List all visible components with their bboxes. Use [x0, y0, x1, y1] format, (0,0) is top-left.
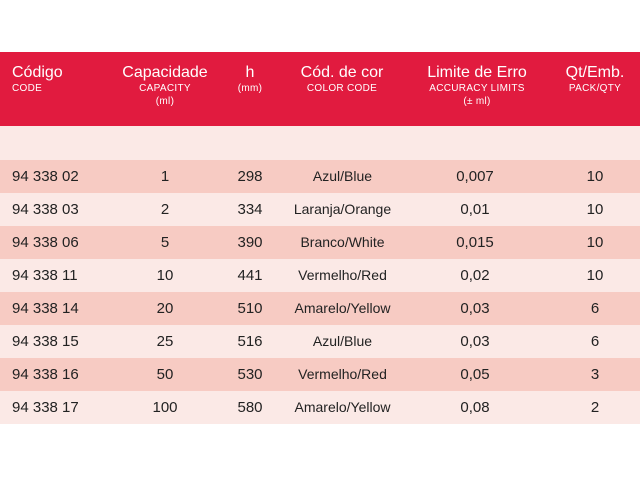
cell-color: Laranja/Orange	[293, 201, 392, 217]
cell-capacity: 2	[160, 201, 170, 218]
cell-code: 94 338 14	[12, 300, 79, 317]
cell-qty: 2	[590, 399, 600, 416]
table-row: 94 338 11 10 441 Vermelho/Red 0,02 10	[0, 259, 640, 292]
cell-color: Azul/Blue	[312, 333, 373, 349]
cell-h: 298	[237, 168, 263, 185]
header-color-sublabel: COLOR CODE	[306, 83, 378, 94]
cell-h: 441	[237, 267, 263, 284]
header-qty: Qt/Emb. PACK/QTY	[553, 64, 637, 95]
header-code-label: Código	[12, 64, 63, 81]
header-code: Código CODE	[12, 64, 112, 95]
cell-code: 94 338 15	[12, 333, 79, 350]
table-header: Código CODE Capacidade CAPACITY (ml) h (…	[0, 52, 640, 126]
cell-color: Vermelho/Red	[298, 366, 387, 382]
header-qty-label: Qt/Emb.	[565, 64, 625, 81]
cell-code: 94 338 02	[12, 168, 79, 185]
header-color: Cód. de cor COLOR CODE	[287, 64, 397, 95]
cell-h: 530	[237, 366, 263, 383]
cell-qty: 10	[586, 201, 604, 218]
cell-qty: 6	[590, 333, 600, 350]
header-spacer-row	[0, 126, 640, 160]
table-row: 94 338 03 2 334 Laranja/Orange 0,01 10	[0, 193, 640, 226]
cell-accuracy: 0,03	[460, 300, 490, 317]
cell-capacity: 100	[152, 399, 178, 416]
cell-capacity: 20	[156, 300, 174, 317]
header-capacity: Capacidade CAPACITY (ml)	[115, 64, 215, 108]
cell-capacity: 10	[156, 267, 174, 284]
cell-code: 94 338 16	[12, 366, 79, 383]
cell-code: 94 338 11	[12, 267, 78, 284]
cell-qty: 6	[590, 300, 600, 317]
header-accuracy-sublabel: ACCURACY LIMITS	[429, 83, 525, 94]
cell-capacity: 25	[156, 333, 174, 350]
table-row: 94 338 16 50 530 Vermelho/Red 0,05 3	[0, 358, 640, 391]
cell-accuracy: 0,01	[460, 201, 490, 218]
cell-h: 516	[237, 333, 263, 350]
cell-code: 94 338 17	[12, 399, 79, 416]
table-row: 94 338 06 5 390 Branco/White 0,015 10	[0, 226, 640, 259]
cell-color: Azul/Blue	[312, 168, 373, 184]
header-accuracy-unit: (± ml)	[463, 96, 491, 107]
header-capacity-sublabel: CAPACITY	[139, 83, 191, 94]
cell-h: 334	[237, 201, 263, 218]
header-accuracy: Limite de Erro ACCURACY LIMITS (± ml)	[415, 64, 539, 108]
header-capacity-unit: (ml)	[155, 96, 175, 107]
header-code-sublabel: CODE	[12, 83, 43, 94]
cell-qty: 10	[586, 234, 604, 251]
cell-code: 94 338 03	[12, 201, 79, 218]
cell-accuracy: 0,02	[460, 267, 490, 284]
cell-capacity: 5	[160, 234, 170, 251]
header-h-unit: (mm)	[237, 83, 263, 94]
cell-h: 580	[237, 399, 263, 416]
cell-code: 94 338 06	[12, 234, 79, 251]
cell-color: Vermelho/Red	[298, 267, 387, 283]
cell-qty: 10	[586, 168, 604, 185]
header-h: h (mm)	[225, 64, 275, 95]
header-accuracy-label: Limite de Erro	[427, 64, 527, 81]
cell-accuracy: 0,007	[456, 168, 494, 185]
cell-capacity: 50	[156, 366, 174, 383]
cell-color: Branco/White	[300, 234, 385, 250]
table-row: 94 338 15 25 516 Azul/Blue 0,03 6	[0, 325, 640, 358]
table-row: 94 338 17 100 580 Amarelo/Yellow 0,08 2	[0, 391, 640, 424]
cell-accuracy: 0,015	[456, 234, 494, 251]
table-row: 94 338 14 20 510 Amarelo/Yellow 0,03 6	[0, 292, 640, 325]
cell-color: Amarelo/Yellow	[294, 399, 391, 415]
header-capacity-label: Capacidade	[122, 64, 208, 81]
cell-accuracy: 0,05	[460, 366, 490, 383]
cell-qty: 3	[590, 366, 600, 383]
cell-accuracy: 0,08	[460, 399, 490, 416]
cell-h: 510	[237, 300, 263, 317]
header-color-label: Cód. de cor	[300, 64, 384, 81]
header-qty-sublabel: PACK/QTY	[568, 83, 622, 94]
cell-color: Amarelo/Yellow	[294, 300, 391, 316]
cell-h: 390	[237, 234, 263, 251]
product-table: Código CODE Capacidade CAPACITY (ml) h (…	[0, 52, 640, 424]
cell-accuracy: 0,03	[460, 333, 490, 350]
cell-qty: 10	[586, 267, 604, 284]
table-row: 94 338 02 1 298 Azul/Blue 0,007 10	[0, 160, 640, 193]
cell-capacity: 1	[160, 168, 170, 185]
header-h-label: h	[245, 64, 255, 81]
